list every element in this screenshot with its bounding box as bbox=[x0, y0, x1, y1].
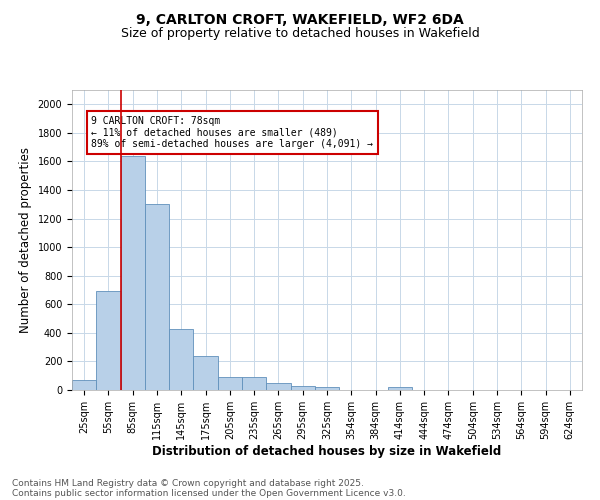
Text: Contains HM Land Registry data © Crown copyright and database right 2025.: Contains HM Land Registry data © Crown c… bbox=[12, 478, 364, 488]
Text: 9, CARLTON CROFT, WAKEFIELD, WF2 6DA: 9, CARLTON CROFT, WAKEFIELD, WF2 6DA bbox=[136, 12, 464, 26]
X-axis label: Distribution of detached houses by size in Wakefield: Distribution of detached houses by size … bbox=[152, 444, 502, 458]
Y-axis label: Number of detached properties: Number of detached properties bbox=[19, 147, 32, 333]
Text: Size of property relative to detached houses in Wakefield: Size of property relative to detached ho… bbox=[121, 28, 479, 40]
Text: 9 CARLTON CROFT: 78sqm
← 11% of detached houses are smaller (489)
89% of semi-de: 9 CARLTON CROFT: 78sqm ← 11% of detached… bbox=[91, 116, 373, 149]
Bar bbox=[266, 383, 290, 390]
Bar bbox=[169, 328, 193, 390]
Bar bbox=[290, 386, 315, 390]
Bar bbox=[315, 387, 339, 390]
Bar bbox=[193, 356, 218, 390]
Bar bbox=[388, 387, 412, 390]
Bar bbox=[242, 377, 266, 390]
Bar bbox=[145, 204, 169, 390]
Bar bbox=[218, 377, 242, 390]
Text: Contains public sector information licensed under the Open Government Licence v3: Contains public sector information licen… bbox=[12, 488, 406, 498]
Bar bbox=[121, 156, 145, 390]
Bar bbox=[96, 292, 121, 390]
Bar bbox=[72, 380, 96, 390]
